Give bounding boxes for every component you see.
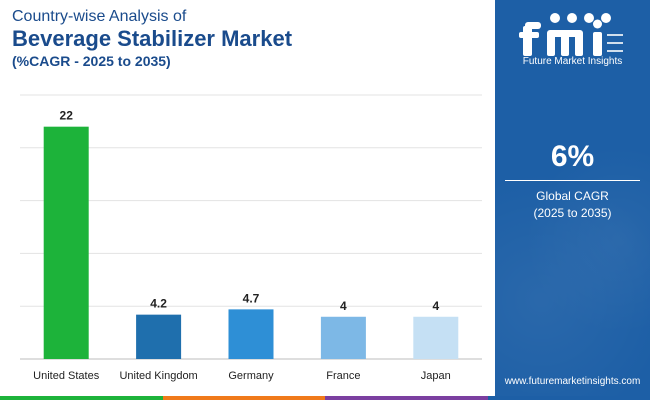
data-label: 4	[432, 299, 439, 313]
globe-icon	[550, 13, 560, 23]
x-tick-label: Germany	[228, 370, 274, 382]
data-label: 4.7	[243, 291, 260, 305]
bar-united-kingdom	[136, 315, 181, 359]
bar-japan	[413, 317, 458, 359]
footer-segment	[0, 396, 163, 400]
logo-wordmark: Future Market Insights	[495, 56, 650, 67]
x-tick-label: France	[326, 370, 360, 382]
x-tick-label: United Kingdom	[119, 370, 197, 382]
chart-icon	[584, 13, 594, 23]
bar-france	[321, 317, 366, 359]
flask-icon	[567, 13, 577, 23]
bar-united-states	[44, 127, 89, 359]
footer-color-bar	[0, 396, 650, 400]
gear-icon	[601, 13, 611, 23]
footer-segment	[325, 396, 488, 400]
cagr-value: 6%	[495, 140, 650, 174]
data-label: 22	[60, 109, 74, 123]
data-label: 4.2	[150, 297, 167, 311]
footer-segment	[488, 396, 650, 400]
chart-area: 22 United States 4.2 United Kingdom 4.7 Germa…	[0, 0, 495, 396]
website-link[interactable]: www.futuremarketinsights.com	[495, 376, 650, 387]
x-tick-label: United States	[33, 370, 100, 382]
sidebar-panel: Future Market Insights 6% Global CAGR (2…	[495, 0, 650, 400]
bar-germany	[229, 309, 274, 359]
stat-divider	[505, 180, 640, 181]
data-label: 4	[340, 299, 347, 313]
cagr-label-line2: (2025 to 2035)	[495, 205, 650, 222]
footer-segment	[163, 396, 326, 400]
cagr-label: Global CAGR (2025 to 2035)	[495, 188, 650, 222]
bar-chart: 22 United States 4.2 United Kingdom 4.7 Germa…	[0, 0, 495, 396]
x-tick-label: Japan	[421, 370, 451, 382]
cagr-label-line1: Global CAGR	[495, 188, 650, 205]
